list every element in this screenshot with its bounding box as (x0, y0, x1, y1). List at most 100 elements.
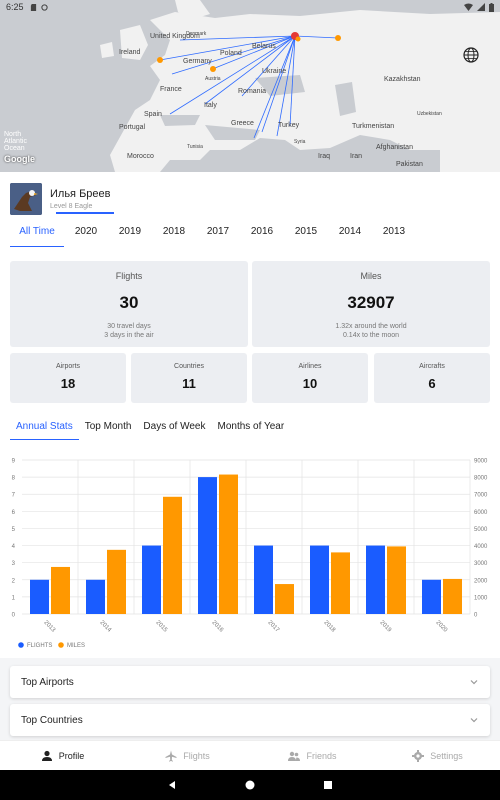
y-right-tick-label: 8000 (474, 476, 488, 482)
status-bar: 6:25 (0, 0, 500, 14)
map-label-morocco: Morocco (127, 153, 154, 160)
map-label-afghanistan: Afghanistan (376, 144, 413, 151)
profile-header: Илья Бреев Level 8 Eagle (10, 181, 490, 217)
bottom-nav: Profile Flights Friends Settings (0, 740, 500, 770)
airports-card-title: Airports (55, 363, 81, 370)
map-label-belarus: Belarus (252, 43, 276, 50)
miles-card[interactable]: Miles 32907 1.32x around the world 0.14x… (252, 261, 490, 347)
globe-icon[interactable] (463, 47, 479, 63)
map-label-spain: Spain (144, 111, 162, 118)
x-tick-label: 2013 (42, 620, 56, 634)
signal-icon (477, 3, 485, 11)
annual-stats-chart-svg: 0 0 1 1000 2 2000 3 3000 4 4000 5 5000 6 6000 7 7000 8 80… (12, 459, 488, 650)
tab-2016[interactable]: 2016 (250, 226, 274, 237)
map-label-atlantic: North Atlantic Ocean (4, 131, 27, 152)
tab-all-time[interactable]: All Time (10, 225, 64, 247)
x-tick-label: 2020 (434, 620, 448, 634)
flights-travel-days: 30 travel days (107, 323, 151, 330)
bar-miles (51, 566, 70, 614)
bar-flights (254, 545, 273, 614)
airports-card[interactable]: Airports 18 (10, 353, 126, 403)
map-label-syria: Syria (294, 139, 306, 145)
recents-icon[interactable] (323, 780, 333, 790)
y-left-tick-label: 5 (12, 527, 16, 533)
y-right-tick-label: 1000 (474, 595, 488, 601)
y-right-tick-label: 6000 (474, 510, 488, 516)
countries-card[interactable]: Countries 11 (131, 353, 247, 403)
miles-card-title: Miles (360, 271, 382, 281)
tab-2018[interactable]: 2018 (162, 226, 186, 237)
map-label-iran: Iran (350, 153, 363, 160)
top-airports-accordion[interactable]: Top Airports (10, 666, 490, 698)
map-label-portugal: Portugal (119, 124, 146, 131)
map-label-romania: Romania (238, 88, 267, 95)
map-label-turkey: Turkey (278, 122, 300, 129)
flights-card[interactable]: Flights 30 30 travel days 3 days in the … (10, 261, 248, 347)
miles-to-moon: 0.14x to the moon (342, 332, 400, 339)
y-left-tick-label: 6 (12, 510, 16, 516)
tab-days-of-week[interactable]: Days of Week (143, 421, 206, 432)
wifi-icon (464, 3, 473, 11)
legend-marker (18, 642, 24, 648)
y-right-tick-label: 2000 (474, 578, 488, 584)
tab-months-of-year[interactable]: Months of Year (217, 421, 285, 432)
tab-2015[interactable]: 2015 (294, 226, 318, 237)
map-label-ireland: Ireland (119, 49, 141, 56)
bar-miles (443, 578, 462, 614)
chevron-down-icon (470, 680, 478, 685)
home-icon[interactable] (245, 780, 255, 790)
tab-2014[interactable]: 2014 (338, 226, 362, 237)
miles-count: 32907 (347, 293, 395, 312)
countries-card-title: Countries (174, 363, 204, 370)
y-left-tick-label: 7 (12, 493, 16, 499)
nav-friends[interactable]: Friends (250, 741, 375, 770)
nav-settings-label: Settings (430, 750, 463, 761)
airlines-count: 10 (302, 376, 318, 391)
legend-marker (58, 642, 64, 648)
avatar[interactable] (10, 183, 42, 215)
friends-icon (288, 751, 301, 761)
tab-2013[interactable]: 2013 (382, 226, 406, 237)
x-tick-label: 2017 (266, 620, 280, 634)
y-right-tick-label: 9000 (474, 459, 488, 465)
y-left-tick-label: 0 (12, 613, 16, 619)
legend-label: MILES (67, 643, 85, 649)
tab-2019[interactable]: 2019 (118, 226, 142, 237)
map-label-italy: Italy (204, 102, 217, 109)
nav-profile[interactable]: Profile (0, 741, 125, 770)
aircrafts-card[interactable]: Aircrafts 6 (374, 353, 490, 403)
flight-map[interactable]: United Kingdom Ireland Denmark Belarus P… (0, 0, 500, 172)
bar-flights (86, 579, 105, 614)
map-geography (100, 0, 500, 172)
y-right-tick-label: 5000 (474, 527, 488, 533)
y-left-tick-label: 9 (12, 459, 16, 465)
y-left-tick-label: 4 (12, 544, 16, 550)
sync-icon (40, 3, 48, 11)
tab-top-month[interactable]: Top Month (84, 421, 132, 432)
y-left-tick-label: 3 (12, 561, 16, 567)
y-right-tick-label: 3000 (474, 561, 488, 567)
year-tabs: All Time 2020 2019 2018 2017 2016 2015 2… (10, 225, 416, 247)
back-icon[interactable] (167, 780, 177, 790)
y-left-tick-label: 8 (12, 476, 16, 482)
system-nav-bar (0, 770, 500, 800)
nav-friends-label: Friends (306, 750, 337, 761)
x-tick-label: 2014 (98, 620, 112, 634)
profile-name: Илья Бреев (50, 188, 111, 200)
tab-2017[interactable]: 2017 (206, 226, 230, 237)
nav-settings[interactable]: Settings (375, 741, 500, 770)
nav-flights[interactable]: Flights (125, 741, 250, 770)
annual-stats-chart: 0 0 1 1000 2 2000 3 3000 4 4000 5 5000 6 6000 7 7000 8 80… (0, 448, 500, 658)
bar-miles (331, 552, 350, 614)
bar-flights (366, 545, 385, 614)
tab-2020[interactable]: 2020 (74, 226, 98, 237)
y-left-tick-label: 1 (12, 595, 16, 601)
profile-level: Level 8 Eagle (50, 203, 93, 210)
map-label-poland: Poland (220, 50, 242, 57)
flights-card-title: Flights (115, 271, 143, 281)
map-label-pakistan: Pakistan (396, 161, 423, 168)
battery-icon (489, 2, 494, 12)
top-countries-accordion[interactable]: Top Countries (10, 704, 490, 736)
airlines-card[interactable]: Airlines 10 (252, 353, 368, 403)
tab-annual-stats[interactable]: Annual Stats (10, 418, 79, 440)
